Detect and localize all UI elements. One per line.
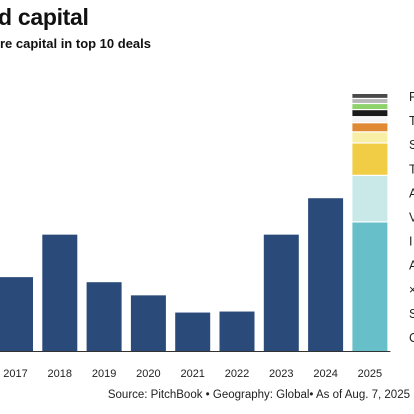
legend-label-8: A (409, 259, 414, 273)
legend-label-2: T (409, 114, 414, 128)
bar-2025-segment-8 (352, 104, 388, 109)
legend-label-6: V (409, 211, 414, 225)
x-tick-label-2022: 2022 (225, 368, 249, 380)
legend-label-5: A (409, 186, 414, 200)
source-note: Source: PitchBook • Geography: Global• A… (107, 389, 410, 401)
bar-2023 (263, 234, 299, 351)
bar-2025-segment-6 (352, 117, 388, 123)
legend-label-7: I (409, 235, 412, 249)
bar-2017 (0, 277, 33, 351)
bar-2024 (308, 198, 344, 351)
chart-subtitle: re capital in top 10 deals (0, 36, 151, 51)
bar-2025-segment-2 (352, 175, 388, 222)
legend-label-4: T (409, 162, 414, 176)
x-tick-label-2020: 2020 (136, 368, 160, 380)
x-tick-label-2024: 2024 (313, 368, 337, 380)
bar-2018 (42, 234, 78, 351)
x-tick-label-2018: 2018 (48, 368, 72, 380)
bar-2022 (219, 311, 255, 351)
bar-2025-segment-10 (352, 94, 388, 98)
x-tick-label-2025: 2025 (358, 368, 382, 380)
bar-2025-segment-9 (352, 99, 388, 103)
legend-label-3: S (409, 138, 414, 152)
bar-2025-segment-1 (352, 222, 388, 351)
x-tick-label-2023: 2023 (269, 368, 293, 380)
x-tick-label-2019: 2019 (92, 368, 116, 380)
bar-2020 (130, 295, 166, 351)
bar-2021 (175, 312, 211, 351)
x-tick-label-2017: 2017 (3, 368, 27, 380)
bar-2025-segment-7 (352, 110, 388, 117)
bar-2025-segment-3 (352, 143, 388, 175)
legend-label-9: × (409, 283, 414, 297)
bar-2025-segment-5 (352, 123, 388, 132)
chart-title: d capital (0, 4, 89, 30)
legend-label-11: C (409, 331, 414, 345)
legend-label-1: F (409, 90, 414, 104)
bar-2025-segment-4 (352, 132, 388, 143)
bar-2019 (86, 282, 122, 351)
x-tick-label-2021: 2021 (180, 368, 204, 380)
legend-label-10: S (409, 307, 414, 321)
